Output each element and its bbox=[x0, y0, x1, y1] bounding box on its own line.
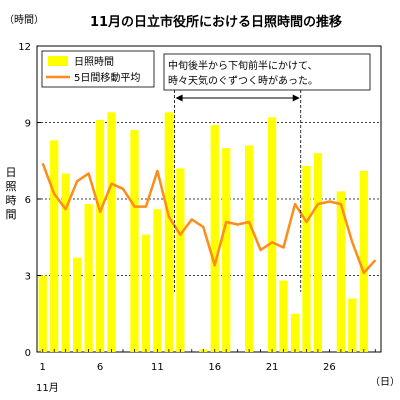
bar bbox=[359, 170, 368, 352]
bar bbox=[348, 298, 357, 352]
bar bbox=[107, 112, 116, 352]
bar bbox=[302, 165, 311, 352]
bar bbox=[279, 280, 288, 352]
y-axis-label: 日照時間 bbox=[6, 166, 17, 221]
x-month-label: 11月 bbox=[36, 382, 59, 394]
bar bbox=[164, 112, 173, 352]
bar bbox=[95, 119, 105, 352]
x-unit-label: （日） bbox=[370, 376, 400, 388]
annotation-line-2: 時々天気のぐずつく時があった。 bbox=[168, 74, 318, 87]
y-tick-label: 9 bbox=[25, 119, 31, 130]
annotation-span bbox=[174, 90, 302, 292]
bar bbox=[141, 234, 151, 352]
legend-bar-label: 日照時間 bbox=[74, 56, 114, 68]
bar bbox=[153, 209, 162, 352]
bar bbox=[210, 125, 219, 352]
legend: 日照時間 5日間移動平均 bbox=[41, 50, 155, 88]
span-arrow-right bbox=[292, 94, 300, 102]
annotation: 中旬後半から下旬前半にかけて、 時々天気のぐずつく時があった。 bbox=[163, 53, 371, 91]
bar bbox=[290, 313, 300, 352]
bar bbox=[336, 191, 345, 352]
moving-average-line bbox=[41, 162, 377, 275]
legend-line-label: 5日間移動平均 bbox=[74, 71, 140, 84]
x-tick-label: 6 bbox=[97, 362, 103, 373]
y-unit-label: （時間） bbox=[4, 14, 44, 26]
bar-series bbox=[38, 112, 368, 353]
grid-lines bbox=[37, 122, 381, 276]
bar bbox=[176, 168, 185, 352]
y-tick-label: 0 bbox=[25, 348, 31, 359]
x-tick-label: 16 bbox=[208, 362, 221, 373]
x-axis-ticks: 1 6 11 16 21 26 bbox=[40, 349, 376, 373]
y-tick-label: 6 bbox=[25, 195, 31, 206]
bar bbox=[222, 148, 231, 352]
y-axis-ticks: 0 3 6 9 12 bbox=[18, 42, 41, 359]
x-tick-label: 26 bbox=[323, 362, 336, 373]
bar bbox=[73, 257, 82, 352]
bar bbox=[61, 173, 70, 352]
span-arrow-left bbox=[175, 94, 183, 102]
line-series bbox=[41, 162, 377, 275]
chart-title: 11月の日立市役所における日照時間の推移 bbox=[90, 14, 342, 30]
bar bbox=[267, 117, 277, 353]
x-tick-label: 11 bbox=[151, 362, 164, 373]
bar bbox=[50, 140, 59, 352]
annotation-box bbox=[163, 53, 371, 91]
bar bbox=[130, 130, 139, 352]
legend-bar-swatch bbox=[48, 56, 68, 66]
y-tick-label: 12 bbox=[18, 42, 31, 53]
x-tick-label: 1 bbox=[40, 362, 46, 373]
y-tick-label: 3 bbox=[25, 272, 31, 283]
annotation-line-1: 中旬後半から下旬前半にかけて、 bbox=[168, 59, 318, 72]
x-tick-label: 21 bbox=[266, 362, 279, 373]
bar bbox=[245, 145, 254, 352]
bar bbox=[38, 275, 47, 352]
bar bbox=[84, 204, 93, 352]
bar bbox=[313, 153, 323, 352]
